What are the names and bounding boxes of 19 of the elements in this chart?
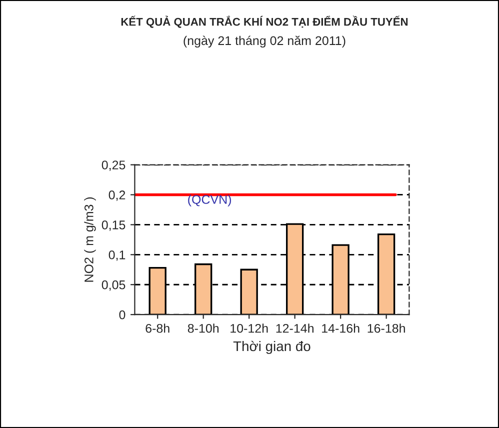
y-tick-label: 0,1	[108, 250, 126, 261]
x-tick-label: 6-8h	[146, 324, 170, 333]
x-tick-label: 14-16h	[322, 324, 360, 333]
y-axis-title: NO2 ( m g/m3 )	[84, 197, 96, 282]
x-tick-label: 12-14h	[276, 324, 314, 333]
ref-line-label: (QCVN)	[188, 194, 231, 206]
bar	[377, 233, 396, 315]
y-tick-label: 0,15	[102, 220, 126, 231]
y-tick-label: 0,25	[102, 160, 126, 171]
y-tick-label: 0	[119, 310, 126, 320]
x-axis-title: Thời gian đo	[233, 340, 310, 354]
chart-title: KẾT QUẢ QUAN TRẮC KHÍ NO2 TẠI ĐIỂM DẦU TUYẾN	[121, 16, 408, 28]
bar	[240, 268, 258, 315]
chart-subtitle: (ngày 21 tháng 02 năm 2011)	[184, 36, 346, 48]
y-tick-label: 0,05	[102, 280, 126, 291]
x-tick-label: 8-10h	[188, 324, 219, 333]
y-tick-label: 0,2	[108, 190, 126, 201]
x-tick-label: 10-12h	[230, 324, 268, 333]
x-tick-label: 16-18h	[368, 324, 405, 333]
